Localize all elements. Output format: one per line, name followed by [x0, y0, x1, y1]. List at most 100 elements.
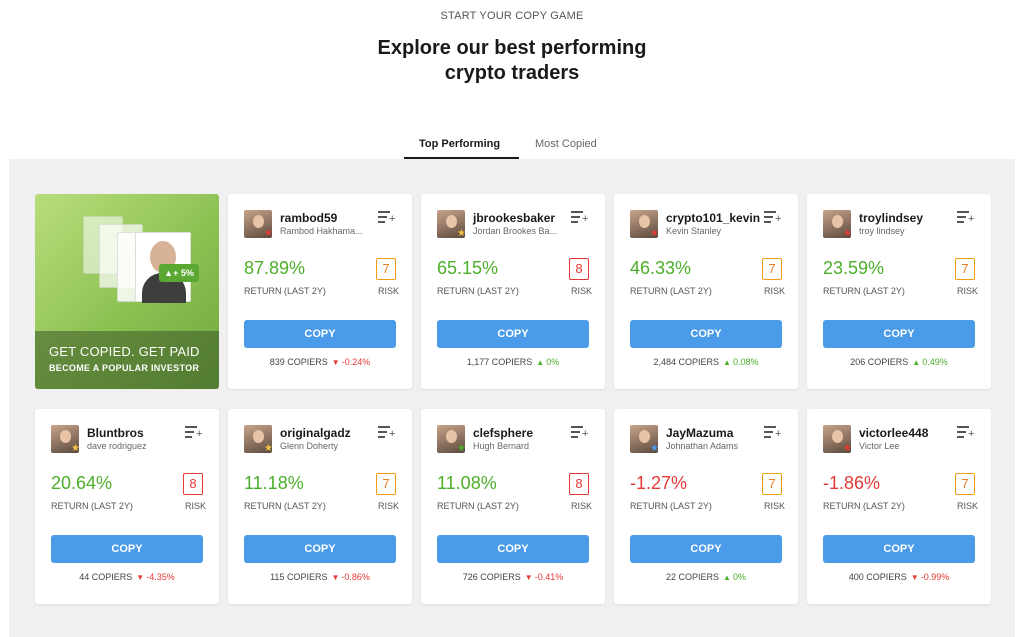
trend-down-icon: ▼ — [136, 573, 145, 582]
trader-username[interactable]: Bluntbros — [87, 426, 144, 440]
trader-username[interactable]: JayMazuma — [666, 426, 734, 440]
return-value: 46.33% — [630, 258, 692, 278]
trader-username[interactable]: crypto101_kevin — [666, 211, 761, 225]
avatar[interactable] — [823, 210, 851, 238]
copiers-count: 22 COPIERS — [666, 572, 720, 582]
return-label: RETURN (LAST 2Y) — [244, 286, 326, 296]
copiers-count: 400 COPIERS — [848, 572, 907, 582]
return-value: -1.86% — [823, 473, 881, 493]
star-badge-icon: ★ — [650, 443, 659, 454]
risk-score-badge: 7 — [762, 258, 782, 280]
risk-score-badge: 7 — [955, 258, 975, 280]
copiers-change: -0.86% — [341, 572, 370, 582]
trader-card-originalgadz[interactable]: ★ originalgadz Glenn Doherty + 11.18% RE… — [228, 409, 412, 604]
star-badge-icon: ★ — [457, 228, 466, 239]
trader-card-troylindsey[interactable]: ★ troylindsey troy lindsey + 23.59% RETU… — [807, 194, 991, 389]
copy-button[interactable]: COPY — [630, 535, 782, 563]
add-to-watchlist-icon[interactable]: + — [957, 425, 975, 440]
trader-card-crypto101_kevin[interactable]: ★ crypto101_kevin Kevin Stanley + 46.33%… — [614, 194, 798, 389]
return-label: RETURN (LAST 2Y) — [630, 501, 712, 511]
tab-top-performing[interactable]: Top Performing — [419, 138, 501, 150]
risk-label: RISK — [185, 501, 207, 511]
add-to-watchlist-icon[interactable]: + — [571, 425, 589, 440]
trader-username[interactable]: rambod59 — [280, 211, 338, 225]
avatar[interactable] — [51, 425, 79, 453]
trader-card-rambod59[interactable]: ★ rambod59 Rambod Hakhama... + 87.89% RE… — [228, 194, 412, 389]
avatar[interactable] — [244, 210, 272, 238]
return-value: 23.59% — [823, 258, 885, 278]
add-to-watchlist-icon[interactable]: + — [378, 425, 396, 440]
trader-fullname: Hugh Bernard — [473, 441, 530, 451]
copiers-stat: 400 COPIERS ▼ -0.99% — [807, 572, 991, 582]
avatar[interactable] — [437, 210, 465, 238]
return-value: 11.08% — [437, 473, 497, 493]
tab-most-copied[interactable]: Most Copied — [535, 138, 597, 150]
trend-up-icon: ▲ — [723, 358, 731, 367]
trader-card-clefsphere[interactable]: ★ clefsphere Hugh Bernard + 11.08% RETUR… — [421, 409, 605, 604]
copy-button[interactable]: COPY — [51, 535, 203, 563]
copy-button[interactable]: COPY — [244, 535, 396, 563]
eyebrow-text: START YOUR COPY GAME — [440, 10, 584, 22]
add-to-watchlist-icon[interactable]: + — [571, 210, 589, 225]
copy-button[interactable]: COPY — [244, 320, 396, 348]
avatar[interactable] — [823, 425, 851, 453]
trader-fullname: troy lindsey — [859, 226, 905, 236]
active-tab-indicator — [404, 157, 519, 159]
up-arrow-icon: ▲ — [164, 268, 174, 278]
copy-button[interactable]: COPY — [437, 320, 589, 348]
trader-username[interactable]: originalgadz — [280, 426, 351, 440]
popular-investor-promo[interactable]: ▲+ 5% GET COPIED. GET PAID BECOME A POPU… — [35, 194, 219, 389]
trader-fullname: dave rodriguez — [87, 441, 147, 451]
risk-score-badge: 7 — [955, 473, 975, 495]
trader-card-victorlee448[interactable]: ★ victorlee448 Victor Lee + -1.86% RETUR… — [807, 409, 991, 604]
copiers-change: -4.35% — [146, 572, 175, 582]
trader-card-jaymazuma[interactable]: ★ JayMazuma Johnathan Adams + -1.27% RET… — [614, 409, 798, 604]
add-to-watchlist-icon[interactable]: + — [764, 425, 782, 440]
risk-label: RISK — [957, 501, 979, 511]
return-label: RETURN (LAST 2Y) — [823, 501, 905, 511]
risk-label: RISK — [764, 286, 786, 296]
return-value: 20.64% — [51, 473, 113, 493]
trend-up-icon: ▲ — [723, 573, 731, 582]
star-badge-icon: ★ — [71, 443, 80, 454]
copiers-count: 2,484 COPIERS — [653, 357, 720, 367]
copy-button[interactable]: COPY — [823, 535, 975, 563]
copiers-stat: 726 COPIERS ▼ -0.41% — [421, 572, 605, 582]
add-to-watchlist-icon[interactable]: + — [185, 425, 203, 440]
add-to-watchlist-icon[interactable]: + — [764, 210, 782, 225]
trader-card-bluntbros[interactable]: ★ Bluntbros dave rodriguez + 20.64% RETU… — [35, 409, 219, 604]
trader-fullname: Victor Lee — [859, 441, 900, 451]
trader-fullname: Johnathan Adams — [666, 441, 739, 451]
risk-label: RISK — [764, 501, 786, 511]
add-to-watchlist-icon[interactable]: + — [378, 210, 396, 225]
copy-button[interactable]: COPY — [823, 320, 975, 348]
trader-username[interactable]: troylindsey — [859, 211, 924, 225]
star-badge-icon: ★ — [264, 228, 273, 239]
avatar[interactable] — [630, 425, 658, 453]
copiers-count: 1,177 COPIERS — [466, 357, 533, 367]
return-value: -1.27% — [630, 473, 688, 493]
star-badge-icon: ★ — [843, 443, 852, 454]
avatar[interactable] — [437, 425, 465, 453]
trader-username[interactable]: victorlee448 — [859, 426, 929, 440]
trader-fullname: Rambod Hakhama... — [280, 226, 363, 236]
trader-username[interactable]: clefsphere — [473, 426, 534, 440]
trend-down-icon: ▼ — [331, 358, 340, 367]
avatar[interactable] — [244, 425, 272, 453]
copiers-stat: 115 COPIERS ▼ -0.86% — [228, 572, 412, 582]
add-to-watchlist-icon[interactable]: + — [957, 210, 975, 225]
trader-fullname: Glenn Doherty — [280, 441, 339, 451]
trader-card-jbrookesbaker[interactable]: ★ jbrookesbaker Jordan Brookes Ba... + 6… — [421, 194, 605, 389]
risk-label: RISK — [378, 501, 400, 511]
promo-gain-bubble: ▲+ 5% — [159, 264, 199, 282]
copy-button[interactable]: COPY — [630, 320, 782, 348]
avatar[interactable] — [630, 210, 658, 238]
return-value: 87.89% — [244, 258, 306, 278]
page-title: Explore our best performing crypto trade… — [377, 37, 647, 84]
copy-button[interactable]: COPY — [437, 535, 589, 563]
copiers-stat: 839 COPIERS ▼ -0.24% — [228, 357, 412, 367]
return-label: RETURN (LAST 2Y) — [437, 501, 519, 511]
trader-username[interactable]: jbrookesbaker — [473, 211, 556, 225]
risk-score-badge: 7 — [376, 258, 396, 280]
copiers-change: 0% — [546, 357, 560, 367]
